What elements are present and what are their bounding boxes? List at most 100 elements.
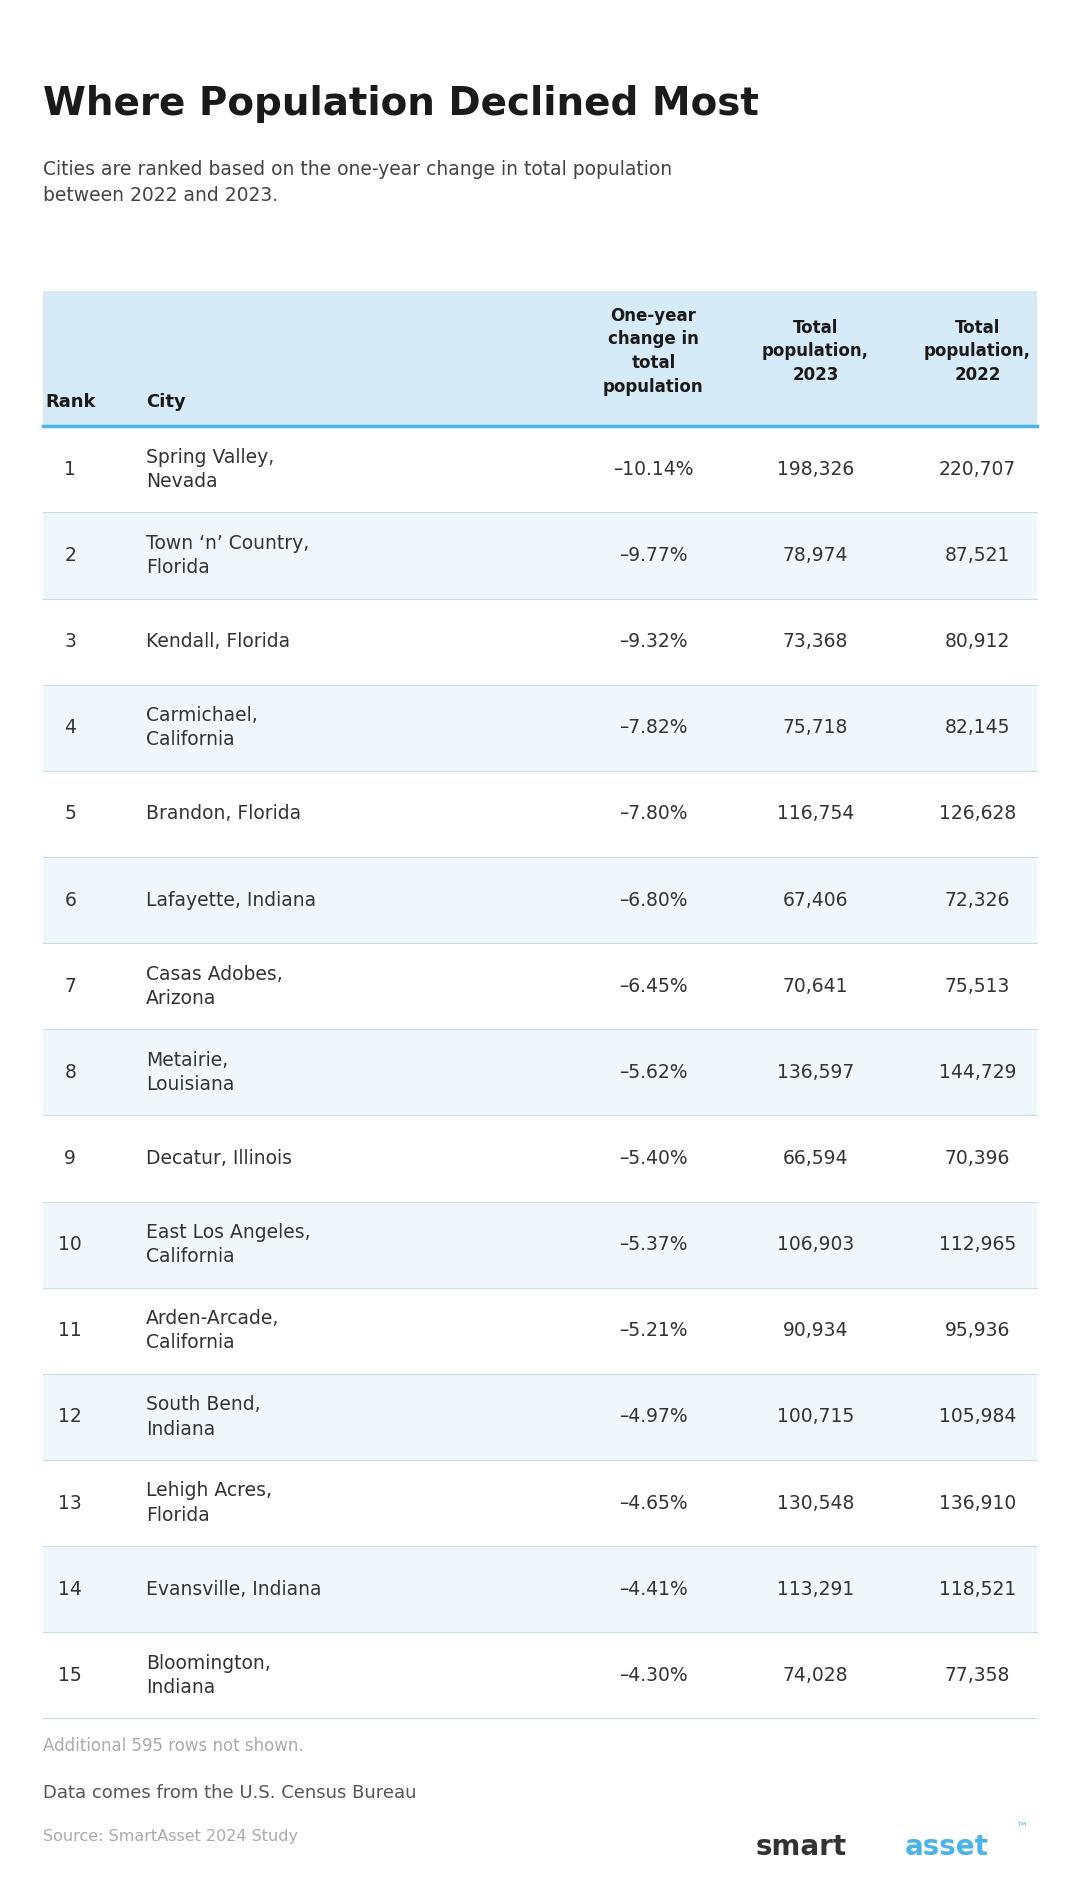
FancyBboxPatch shape [43, 599, 1037, 685]
Text: 5: 5 [65, 804, 76, 823]
Text: 75,513: 75,513 [945, 977, 1010, 995]
FancyBboxPatch shape [43, 1202, 1037, 1288]
Text: 126,628: 126,628 [939, 804, 1016, 823]
Text: Arden-Arcade,
California: Arden-Arcade, California [146, 1309, 279, 1352]
Text: Rank: Rank [45, 393, 95, 411]
Text: Lehigh Acres,
Florida: Lehigh Acres, Florida [146, 1482, 272, 1525]
Text: South Bend,
Indiana: South Bend, Indiana [146, 1395, 260, 1439]
Text: 67,406: 67,406 [783, 890, 848, 909]
Text: 7: 7 [65, 977, 76, 995]
Text: –6.80%: –6.80% [619, 890, 688, 909]
Text: 105,984: 105,984 [939, 1407, 1016, 1427]
Text: 112,965: 112,965 [939, 1236, 1016, 1255]
Text: Bloomington,
Indiana: Bloomington, Indiana [146, 1655, 271, 1698]
Text: 220,707: 220,707 [939, 460, 1016, 479]
Text: 74,028: 74,028 [783, 1666, 848, 1685]
Text: One-year
change in
total
population: One-year change in total population [603, 306, 704, 396]
Text: 144,729: 144,729 [939, 1063, 1016, 1082]
FancyBboxPatch shape [43, 770, 1037, 856]
Text: East Los Angeles,
California: East Los Angeles, California [146, 1223, 310, 1266]
Text: 75,718: 75,718 [783, 717, 848, 738]
Text: Additional 595 rows not shown.: Additional 595 rows not shown. [43, 1737, 303, 1756]
FancyBboxPatch shape [43, 856, 1037, 943]
Text: –4.30%: –4.30% [619, 1666, 688, 1685]
FancyBboxPatch shape [43, 1029, 1037, 1116]
Text: Lafayette, Indiana: Lafayette, Indiana [146, 890, 316, 909]
Text: 100,715: 100,715 [777, 1407, 854, 1427]
Text: Casas Adobes,
Arizona: Casas Adobes, Arizona [146, 965, 283, 1008]
Text: 90,934: 90,934 [783, 1322, 848, 1341]
Text: 113,291: 113,291 [777, 1579, 854, 1598]
Text: –6.45%: –6.45% [619, 977, 688, 995]
FancyBboxPatch shape [43, 1546, 1037, 1632]
Text: 82,145: 82,145 [945, 717, 1010, 738]
FancyBboxPatch shape [43, 685, 1037, 770]
Text: 72,326: 72,326 [945, 890, 1010, 909]
Text: Brandon, Florida: Brandon, Florida [146, 804, 301, 823]
Text: –7.80%: –7.80% [619, 804, 688, 823]
FancyBboxPatch shape [43, 1288, 1037, 1375]
Text: Spring Valley,
Nevada: Spring Valley, Nevada [146, 447, 274, 490]
Text: –5.21%: –5.21% [619, 1322, 688, 1341]
FancyBboxPatch shape [43, 1632, 1037, 1718]
FancyBboxPatch shape [43, 426, 1037, 513]
FancyBboxPatch shape [43, 943, 1037, 1029]
Text: 15: 15 [58, 1666, 82, 1685]
Text: 80,912: 80,912 [945, 633, 1010, 652]
Text: 130,548: 130,548 [777, 1493, 854, 1512]
Text: 1: 1 [65, 460, 76, 479]
Text: Total
population,
2022: Total population, 2022 [923, 319, 1031, 383]
Text: 87,521: 87,521 [945, 546, 1010, 565]
Text: Carmichael,
California: Carmichael, California [146, 706, 257, 749]
Text: 198,326: 198,326 [777, 460, 854, 479]
Text: 118,521: 118,521 [939, 1579, 1016, 1598]
Text: 136,910: 136,910 [939, 1493, 1016, 1512]
FancyBboxPatch shape [43, 1375, 1037, 1459]
Text: 70,396: 70,396 [945, 1149, 1010, 1168]
Text: –7.82%: –7.82% [619, 717, 688, 738]
Text: 106,903: 106,903 [777, 1236, 854, 1255]
Text: –5.62%: –5.62% [619, 1063, 688, 1082]
Text: 12: 12 [58, 1407, 82, 1427]
Text: –9.77%: –9.77% [619, 546, 688, 565]
Text: 77,358: 77,358 [945, 1666, 1010, 1685]
Text: 4: 4 [64, 717, 77, 738]
Text: Decatur, Illinois: Decatur, Illinois [146, 1149, 292, 1168]
Text: 136,597: 136,597 [777, 1063, 854, 1082]
Text: 2: 2 [65, 546, 76, 565]
Text: 3: 3 [65, 633, 76, 652]
Text: 9: 9 [65, 1149, 76, 1168]
Text: ™: ™ [1015, 1822, 1028, 1835]
Text: City: City [146, 393, 186, 411]
Text: –4.41%: –4.41% [619, 1579, 688, 1598]
Text: 13: 13 [58, 1493, 82, 1512]
Text: Cities are ranked based on the one-year change in total population
between 2022 : Cities are ranked based on the one-year … [43, 160, 673, 205]
Text: –9.32%: –9.32% [619, 633, 688, 652]
Text: 8: 8 [65, 1063, 76, 1082]
Text: –10.14%: –10.14% [613, 460, 693, 479]
Text: 11: 11 [58, 1322, 82, 1341]
Text: Where Population Declined Most: Where Population Declined Most [43, 85, 759, 122]
Text: Kendall, Florida: Kendall, Florida [146, 633, 289, 652]
Text: 95,936: 95,936 [945, 1322, 1010, 1341]
Text: –4.65%: –4.65% [619, 1493, 688, 1512]
Text: 73,368: 73,368 [783, 633, 848, 652]
Text: 70,641: 70,641 [783, 977, 848, 995]
Text: smart: smart [756, 1833, 847, 1861]
FancyBboxPatch shape [43, 1459, 1037, 1546]
Text: Data comes from the U.S. Census Bureau: Data comes from the U.S. Census Bureau [43, 1784, 417, 1803]
Text: –4.97%: –4.97% [619, 1407, 688, 1427]
Text: Evansville, Indiana: Evansville, Indiana [146, 1579, 322, 1598]
Text: Total
population,
2023: Total population, 2023 [761, 319, 869, 383]
FancyBboxPatch shape [43, 1116, 1037, 1202]
Text: 116,754: 116,754 [777, 804, 854, 823]
Text: Town ‘n’ Country,
Florida: Town ‘n’ Country, Florida [146, 533, 309, 577]
FancyBboxPatch shape [43, 291, 1037, 426]
Text: 66,594: 66,594 [783, 1149, 848, 1168]
Text: 6: 6 [65, 890, 76, 909]
Text: 14: 14 [58, 1579, 82, 1598]
Text: 10: 10 [58, 1236, 82, 1255]
Text: 78,974: 78,974 [783, 546, 848, 565]
Text: Metairie,
Louisiana: Metairie, Louisiana [146, 1050, 234, 1095]
Text: Source: SmartAsset 2024 Study: Source: SmartAsset 2024 Study [43, 1829, 298, 1844]
